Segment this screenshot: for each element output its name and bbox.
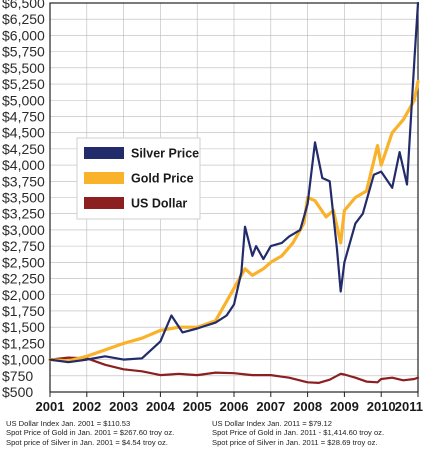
legend-label: Gold Price bbox=[131, 172, 194, 186]
series-line-silver-price bbox=[48, 1, 420, 364]
series-layer bbox=[48, 1, 420, 384]
y-tick-label: $3,000 bbox=[2, 222, 45, 238]
y-tick-label: $5,250 bbox=[2, 76, 45, 92]
y-tick-label: $3,750 bbox=[2, 173, 45, 189]
price-comparison-chart: $6,500$6,250$6,000$5,750$5,500$5,250$5,0… bbox=[2, 0, 423, 414]
y-tick-label: $5,500 bbox=[2, 60, 45, 76]
y-tick-label: $6,500 bbox=[2, 0, 45, 11]
y-tick-label: $1,000 bbox=[2, 352, 45, 368]
y-tick-label: $1,250 bbox=[2, 335, 45, 351]
y-tick-label: $4,000 bbox=[2, 157, 45, 173]
footnote-line: Spot Price of Gold in Jan. 2001 = $267.6… bbox=[6, 428, 175, 438]
x-tick-label: 2006 bbox=[220, 399, 249, 414]
legend-swatch bbox=[84, 147, 124, 159]
x-axis-ticks: 2001 2002 2003 2004 2005 2006 2007 2008 2009 2010… bbox=[36, 392, 423, 414]
y-tick-label: $5,750 bbox=[2, 44, 45, 60]
y-tick-label: $4,500 bbox=[2, 125, 45, 141]
x-tick-label: 2009 bbox=[330, 399, 359, 414]
footnote-line: Spot Price of Gold in Jan. 2011 - $1,414… bbox=[212, 428, 385, 438]
y-tick-label: $2,500 bbox=[2, 254, 45, 270]
x-tick-label: 2005 bbox=[183, 399, 212, 414]
x-tick-label: 2007 bbox=[256, 399, 285, 414]
legend-item: Gold Price bbox=[84, 172, 194, 186]
footnote-line: Spot price of Silver in Jan. 2001 = $4.5… bbox=[6, 437, 168, 447]
legend: Silver Price Gold Price US Dollar bbox=[76, 137, 201, 220]
x-tick-label: 2008 bbox=[293, 399, 322, 414]
y-tick-label: $2,000 bbox=[2, 287, 45, 303]
x-tick-label: 2002 bbox=[72, 399, 101, 414]
y-tick-label: $4,250 bbox=[2, 141, 45, 157]
y-tick-label: $6,000 bbox=[2, 27, 45, 43]
series-line-us-dollar bbox=[48, 356, 420, 384]
y-tick-label: $6,250 bbox=[2, 11, 45, 27]
series-line-gold-price bbox=[48, 79, 420, 363]
footnote-line: US Dollar Index Jan. 2001 = $110.53 bbox=[6, 419, 131, 428]
legend-swatch bbox=[84, 197, 124, 209]
footnotes-right: US Dollar Index Jan. 2011 = $79.12 Spot … bbox=[212, 419, 384, 447]
y-tick-label: $4,750 bbox=[2, 108, 45, 124]
x-tick-label: 2004 bbox=[146, 399, 176, 414]
legend-label: US Dollar bbox=[131, 197, 187, 211]
legend-item: Silver Price bbox=[84, 147, 199, 161]
y-tick-label: $500 bbox=[2, 384, 33, 400]
footnotes-left: US Dollar Index Jan. 2001 = $110.53 Spot… bbox=[6, 419, 174, 447]
y-tick-label: $5,000 bbox=[2, 92, 45, 108]
y-tick-label: $750 bbox=[2, 368, 33, 384]
y-tick-label: $3,500 bbox=[2, 190, 45, 206]
y-tick-label: $3,250 bbox=[2, 206, 45, 222]
x-tick-label: 2011 bbox=[395, 399, 423, 414]
y-tick-label: $2,250 bbox=[2, 271, 45, 287]
x-tick-label: 2003 bbox=[109, 399, 138, 414]
y-tick-label: $2,750 bbox=[2, 238, 45, 254]
x-tick-label: 2010 bbox=[367, 399, 396, 414]
legend-swatch bbox=[84, 172, 124, 184]
y-tick-label: $1,750 bbox=[2, 303, 45, 319]
y-tick-label: $1,500 bbox=[2, 319, 45, 335]
footnote-line: Spot price of Silver in Jan. 2011 = $28.… bbox=[212, 437, 378, 447]
y-axis-ticks: $6,500$6,250$6,000$5,750$5,500$5,250$5,0… bbox=[2, 0, 45, 400]
x-tick-label: 2001 bbox=[36, 399, 65, 414]
legend-label: Silver Price bbox=[131, 147, 199, 161]
footnote-line: US Dollar Index Jan. 2011 = $79.12 bbox=[212, 419, 332, 428]
legend-item: US Dollar bbox=[84, 197, 187, 211]
